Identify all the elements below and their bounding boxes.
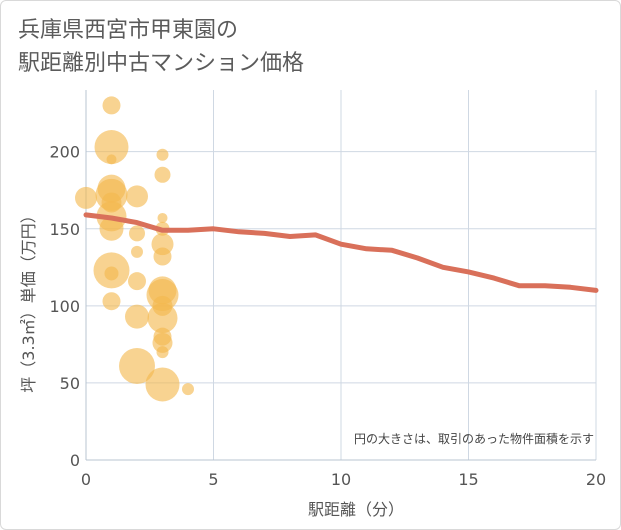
x-tick-label: 20 bbox=[586, 470, 606, 489]
bubbles bbox=[75, 96, 194, 402]
bubble-point bbox=[156, 346, 169, 359]
bubble-point bbox=[128, 272, 146, 291]
bubble-point bbox=[157, 212, 168, 223]
bubble-point bbox=[154, 166, 171, 183]
bubble-point bbox=[182, 383, 194, 396]
trend-line bbox=[83, 212, 599, 293]
bubble-point bbox=[147, 303, 178, 334]
y-tick-label: 0 bbox=[70, 451, 80, 470]
bubble-point bbox=[131, 245, 143, 258]
y-tick-label: 50 bbox=[60, 374, 80, 393]
x-axis-label: 駅距離（分） bbox=[308, 500, 404, 519]
y-tick-label: 200 bbox=[49, 143, 80, 162]
bubble-point bbox=[99, 216, 124, 241]
bubble-point bbox=[153, 247, 172, 266]
x-tick-label: 15 bbox=[458, 470, 478, 489]
bubble-point bbox=[129, 225, 145, 242]
x-tick-label: 0 bbox=[81, 470, 91, 489]
chart-title-line-2: 駅距離別中古マンション価格 bbox=[18, 51, 305, 76]
bubble-point bbox=[102, 96, 121, 115]
bubble-point bbox=[125, 304, 149, 329]
bubble-point bbox=[94, 130, 129, 165]
chart-title-line-1: 兵庫県西宮市甲東園の bbox=[18, 18, 239, 43]
y-tick-label: 100 bbox=[49, 297, 80, 316]
bubble-point bbox=[106, 154, 117, 165]
bubble-point bbox=[156, 148, 169, 161]
bubble-point bbox=[75, 186, 97, 209]
bubble-size-note: 円の大きさは、取引のあった物件面積を示す bbox=[354, 431, 594, 446]
y-axis-label: 坪（3.3㎡）単価（万円） bbox=[19, 207, 38, 392]
x-tick-label: 10 bbox=[331, 470, 351, 489]
bubble-point bbox=[102, 292, 121, 311]
bubble-point bbox=[152, 332, 173, 353]
grid-lines bbox=[85, 90, 597, 461]
bubble-point bbox=[145, 367, 180, 402]
bubble-point bbox=[104, 266, 119, 281]
x-tick-label: 5 bbox=[208, 470, 218, 489]
trend-line-group bbox=[83, 212, 599, 293]
y-tick-label: 150 bbox=[49, 220, 80, 239]
bubble-point bbox=[126, 185, 148, 208]
chart-title: 兵庫県西宮市甲東園の 駅距離別中古マンション価格 bbox=[18, 14, 304, 80]
bubble-point bbox=[119, 347, 155, 384]
